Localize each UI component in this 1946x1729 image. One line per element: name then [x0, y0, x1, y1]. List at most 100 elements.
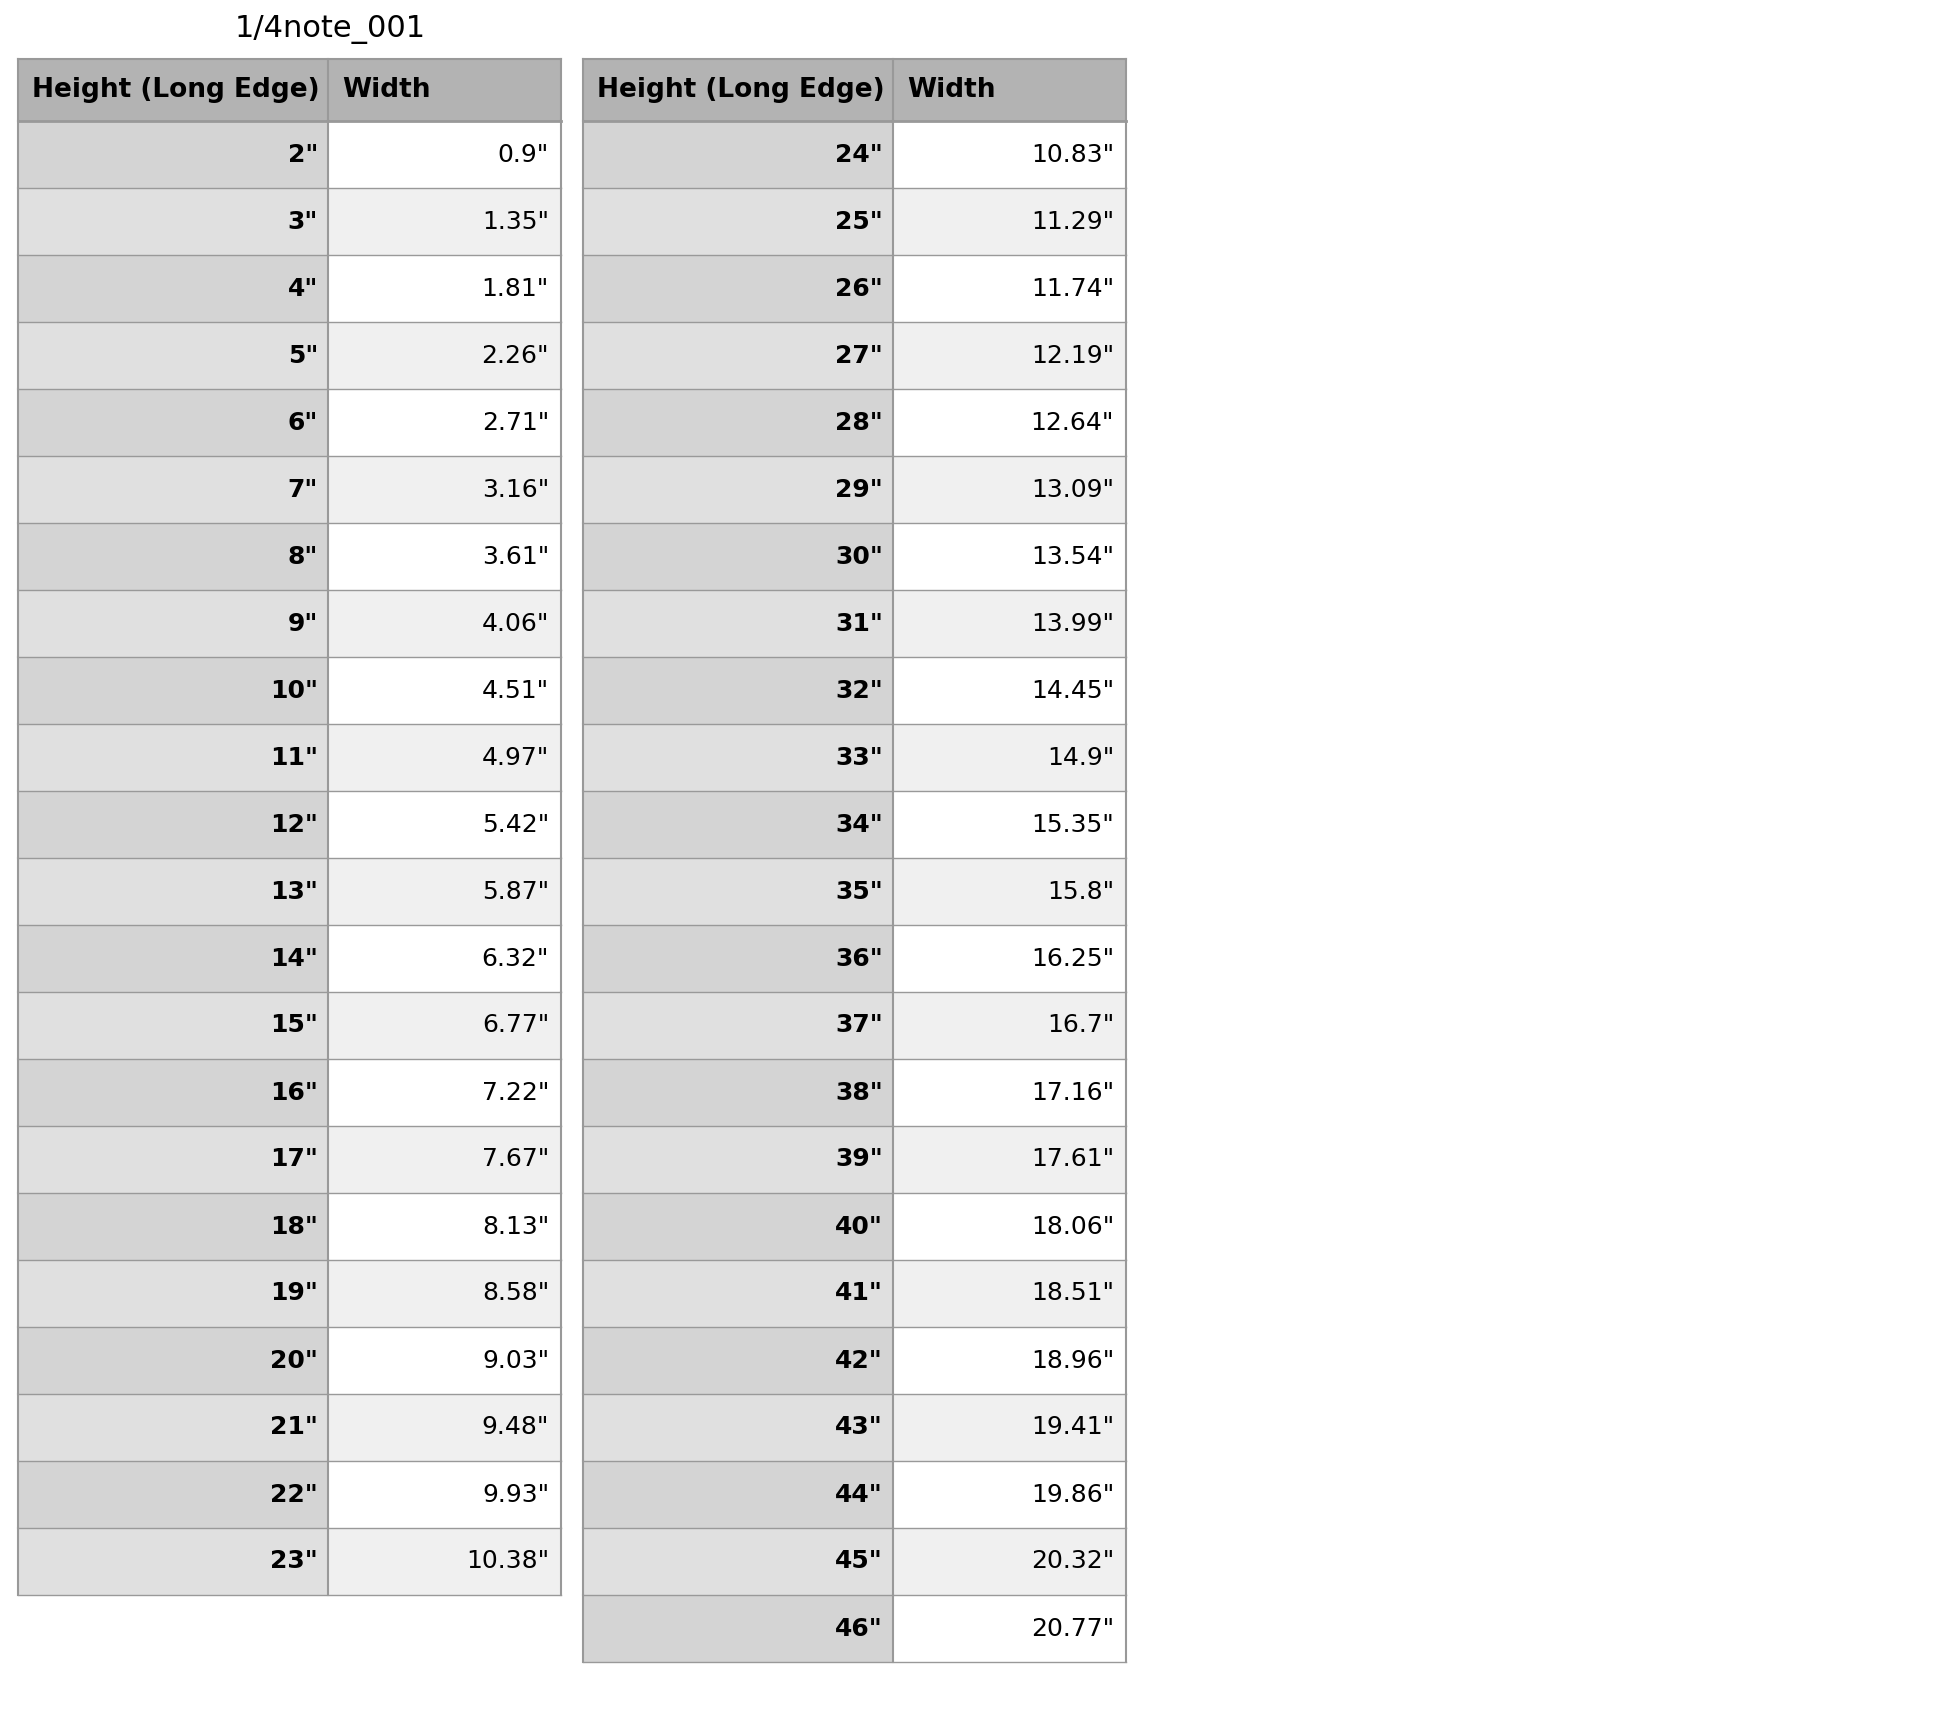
- Text: 17.61": 17.61": [1031, 1148, 1113, 1172]
- Bar: [329, 456, 560, 522]
- Text: 7": 7": [288, 477, 317, 501]
- Bar: [893, 724, 1127, 790]
- Bar: [584, 724, 893, 790]
- Bar: [893, 1394, 1127, 1461]
- Text: 11.74": 11.74": [1031, 277, 1113, 301]
- Text: 11.29": 11.29": [1031, 209, 1113, 233]
- Text: 30": 30": [835, 545, 883, 569]
- Bar: [18, 1461, 329, 1528]
- Text: 10": 10": [270, 678, 317, 702]
- Text: 41": 41": [835, 1281, 883, 1305]
- Bar: [584, 992, 893, 1058]
- Bar: [18, 925, 329, 992]
- Text: 42": 42": [835, 1349, 883, 1373]
- Bar: [893, 254, 1127, 322]
- Text: Height (Long Edge): Height (Long Edge): [597, 78, 885, 104]
- Text: 16.25": 16.25": [1031, 946, 1113, 970]
- Bar: [893, 1126, 1127, 1193]
- Bar: [18, 1326, 329, 1394]
- Bar: [893, 1326, 1127, 1394]
- Bar: [329, 925, 560, 992]
- Text: 0.9": 0.9": [498, 142, 549, 166]
- Bar: [584, 1326, 893, 1394]
- Text: 1.81": 1.81": [483, 277, 549, 301]
- Text: 31": 31": [835, 612, 883, 636]
- Text: 36": 36": [835, 946, 883, 970]
- Text: 8.58": 8.58": [483, 1281, 549, 1305]
- Text: 7.22": 7.22": [481, 1081, 549, 1105]
- Bar: [18, 1193, 329, 1260]
- Bar: [584, 254, 893, 322]
- Bar: [18, 121, 329, 188]
- Bar: [18, 456, 329, 522]
- Text: 18.51": 18.51": [1031, 1281, 1113, 1305]
- Text: 35": 35": [835, 880, 883, 904]
- Text: 14.45": 14.45": [1031, 678, 1113, 702]
- Text: 18.06": 18.06": [1031, 1214, 1113, 1238]
- Text: 12.19": 12.19": [1031, 344, 1113, 368]
- Bar: [893, 188, 1127, 254]
- Bar: [329, 121, 560, 188]
- Text: 9.48": 9.48": [481, 1416, 549, 1440]
- Text: 12": 12": [270, 813, 317, 837]
- Bar: [584, 1461, 893, 1528]
- Text: 8.13": 8.13": [483, 1214, 549, 1238]
- Text: 9.93": 9.93": [483, 1482, 549, 1506]
- Text: 3.61": 3.61": [483, 545, 549, 569]
- Text: 9.03": 9.03": [483, 1349, 549, 1373]
- Bar: [329, 1126, 560, 1193]
- Bar: [329, 254, 560, 322]
- Bar: [893, 456, 1127, 522]
- Text: 15.35": 15.35": [1031, 813, 1113, 837]
- Text: 15.8": 15.8": [1047, 880, 1113, 904]
- Text: 13.54": 13.54": [1031, 545, 1113, 569]
- Text: 44": 44": [835, 1482, 883, 1506]
- Text: 4": 4": [288, 277, 317, 301]
- Bar: [893, 992, 1127, 1058]
- Text: 13.09": 13.09": [1031, 477, 1113, 501]
- Text: 6": 6": [288, 410, 317, 434]
- Bar: [584, 456, 893, 522]
- Bar: [584, 790, 893, 858]
- Bar: [329, 522, 560, 590]
- Text: 11": 11": [270, 745, 317, 769]
- Bar: [893, 1260, 1127, 1326]
- Text: 3": 3": [288, 209, 317, 233]
- Text: Height (Long Edge): Height (Long Edge): [31, 78, 319, 104]
- Text: 15": 15": [270, 1013, 317, 1037]
- Bar: [893, 1594, 1127, 1662]
- Bar: [893, 790, 1127, 858]
- Bar: [893, 1193, 1127, 1260]
- Text: 16": 16": [270, 1081, 317, 1105]
- Text: 18.96": 18.96": [1031, 1349, 1113, 1373]
- Bar: [329, 59, 560, 121]
- Bar: [18, 1528, 329, 1594]
- Bar: [584, 1193, 893, 1260]
- Text: 34": 34": [835, 813, 883, 837]
- Text: Width: Width: [342, 78, 430, 104]
- Bar: [893, 1528, 1127, 1594]
- Bar: [329, 1528, 560, 1594]
- Text: 10.83": 10.83": [1031, 142, 1113, 166]
- Bar: [18, 1394, 329, 1461]
- Bar: [18, 724, 329, 790]
- Bar: [329, 590, 560, 657]
- Text: 39": 39": [835, 1148, 883, 1172]
- Bar: [584, 522, 893, 590]
- Text: 2.26": 2.26": [481, 344, 549, 368]
- Text: 40": 40": [835, 1214, 883, 1238]
- Bar: [18, 1260, 329, 1326]
- Text: 45": 45": [835, 1549, 883, 1573]
- Bar: [584, 1260, 893, 1326]
- Bar: [584, 389, 893, 456]
- Bar: [329, 657, 560, 724]
- Text: 1/4note_001: 1/4note_001: [234, 14, 426, 43]
- Text: 25": 25": [835, 209, 883, 233]
- Bar: [18, 322, 329, 389]
- Text: 2.71": 2.71": [483, 410, 549, 434]
- Bar: [18, 522, 329, 590]
- Bar: [329, 1394, 560, 1461]
- Bar: [329, 724, 560, 790]
- Bar: [893, 1058, 1127, 1126]
- Text: 12.64": 12.64": [1031, 410, 1113, 434]
